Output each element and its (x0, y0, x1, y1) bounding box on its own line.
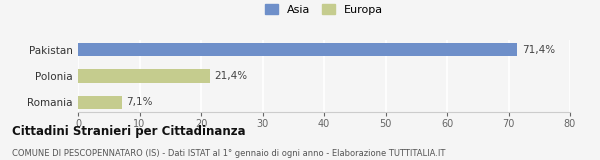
Bar (78, 96, 122, 109)
Bar (78, 69, 209, 83)
Text: 71,4%: 71,4% (522, 45, 555, 55)
Legend: Asia, Europa: Asia, Europa (262, 1, 386, 18)
Text: 21,4%: 21,4% (215, 71, 248, 81)
Bar (78, 43, 517, 56)
Text: COMUNE DI PESCOPENNATARO (IS) - Dati ISTAT al 1° gennaio di ogni anno - Elaboraz: COMUNE DI PESCOPENNATARO (IS) - Dati IST… (12, 149, 445, 158)
Text: 7,1%: 7,1% (127, 97, 153, 107)
Text: Cittadini Stranieri per Cittadinanza: Cittadini Stranieri per Cittadinanza (12, 125, 245, 138)
